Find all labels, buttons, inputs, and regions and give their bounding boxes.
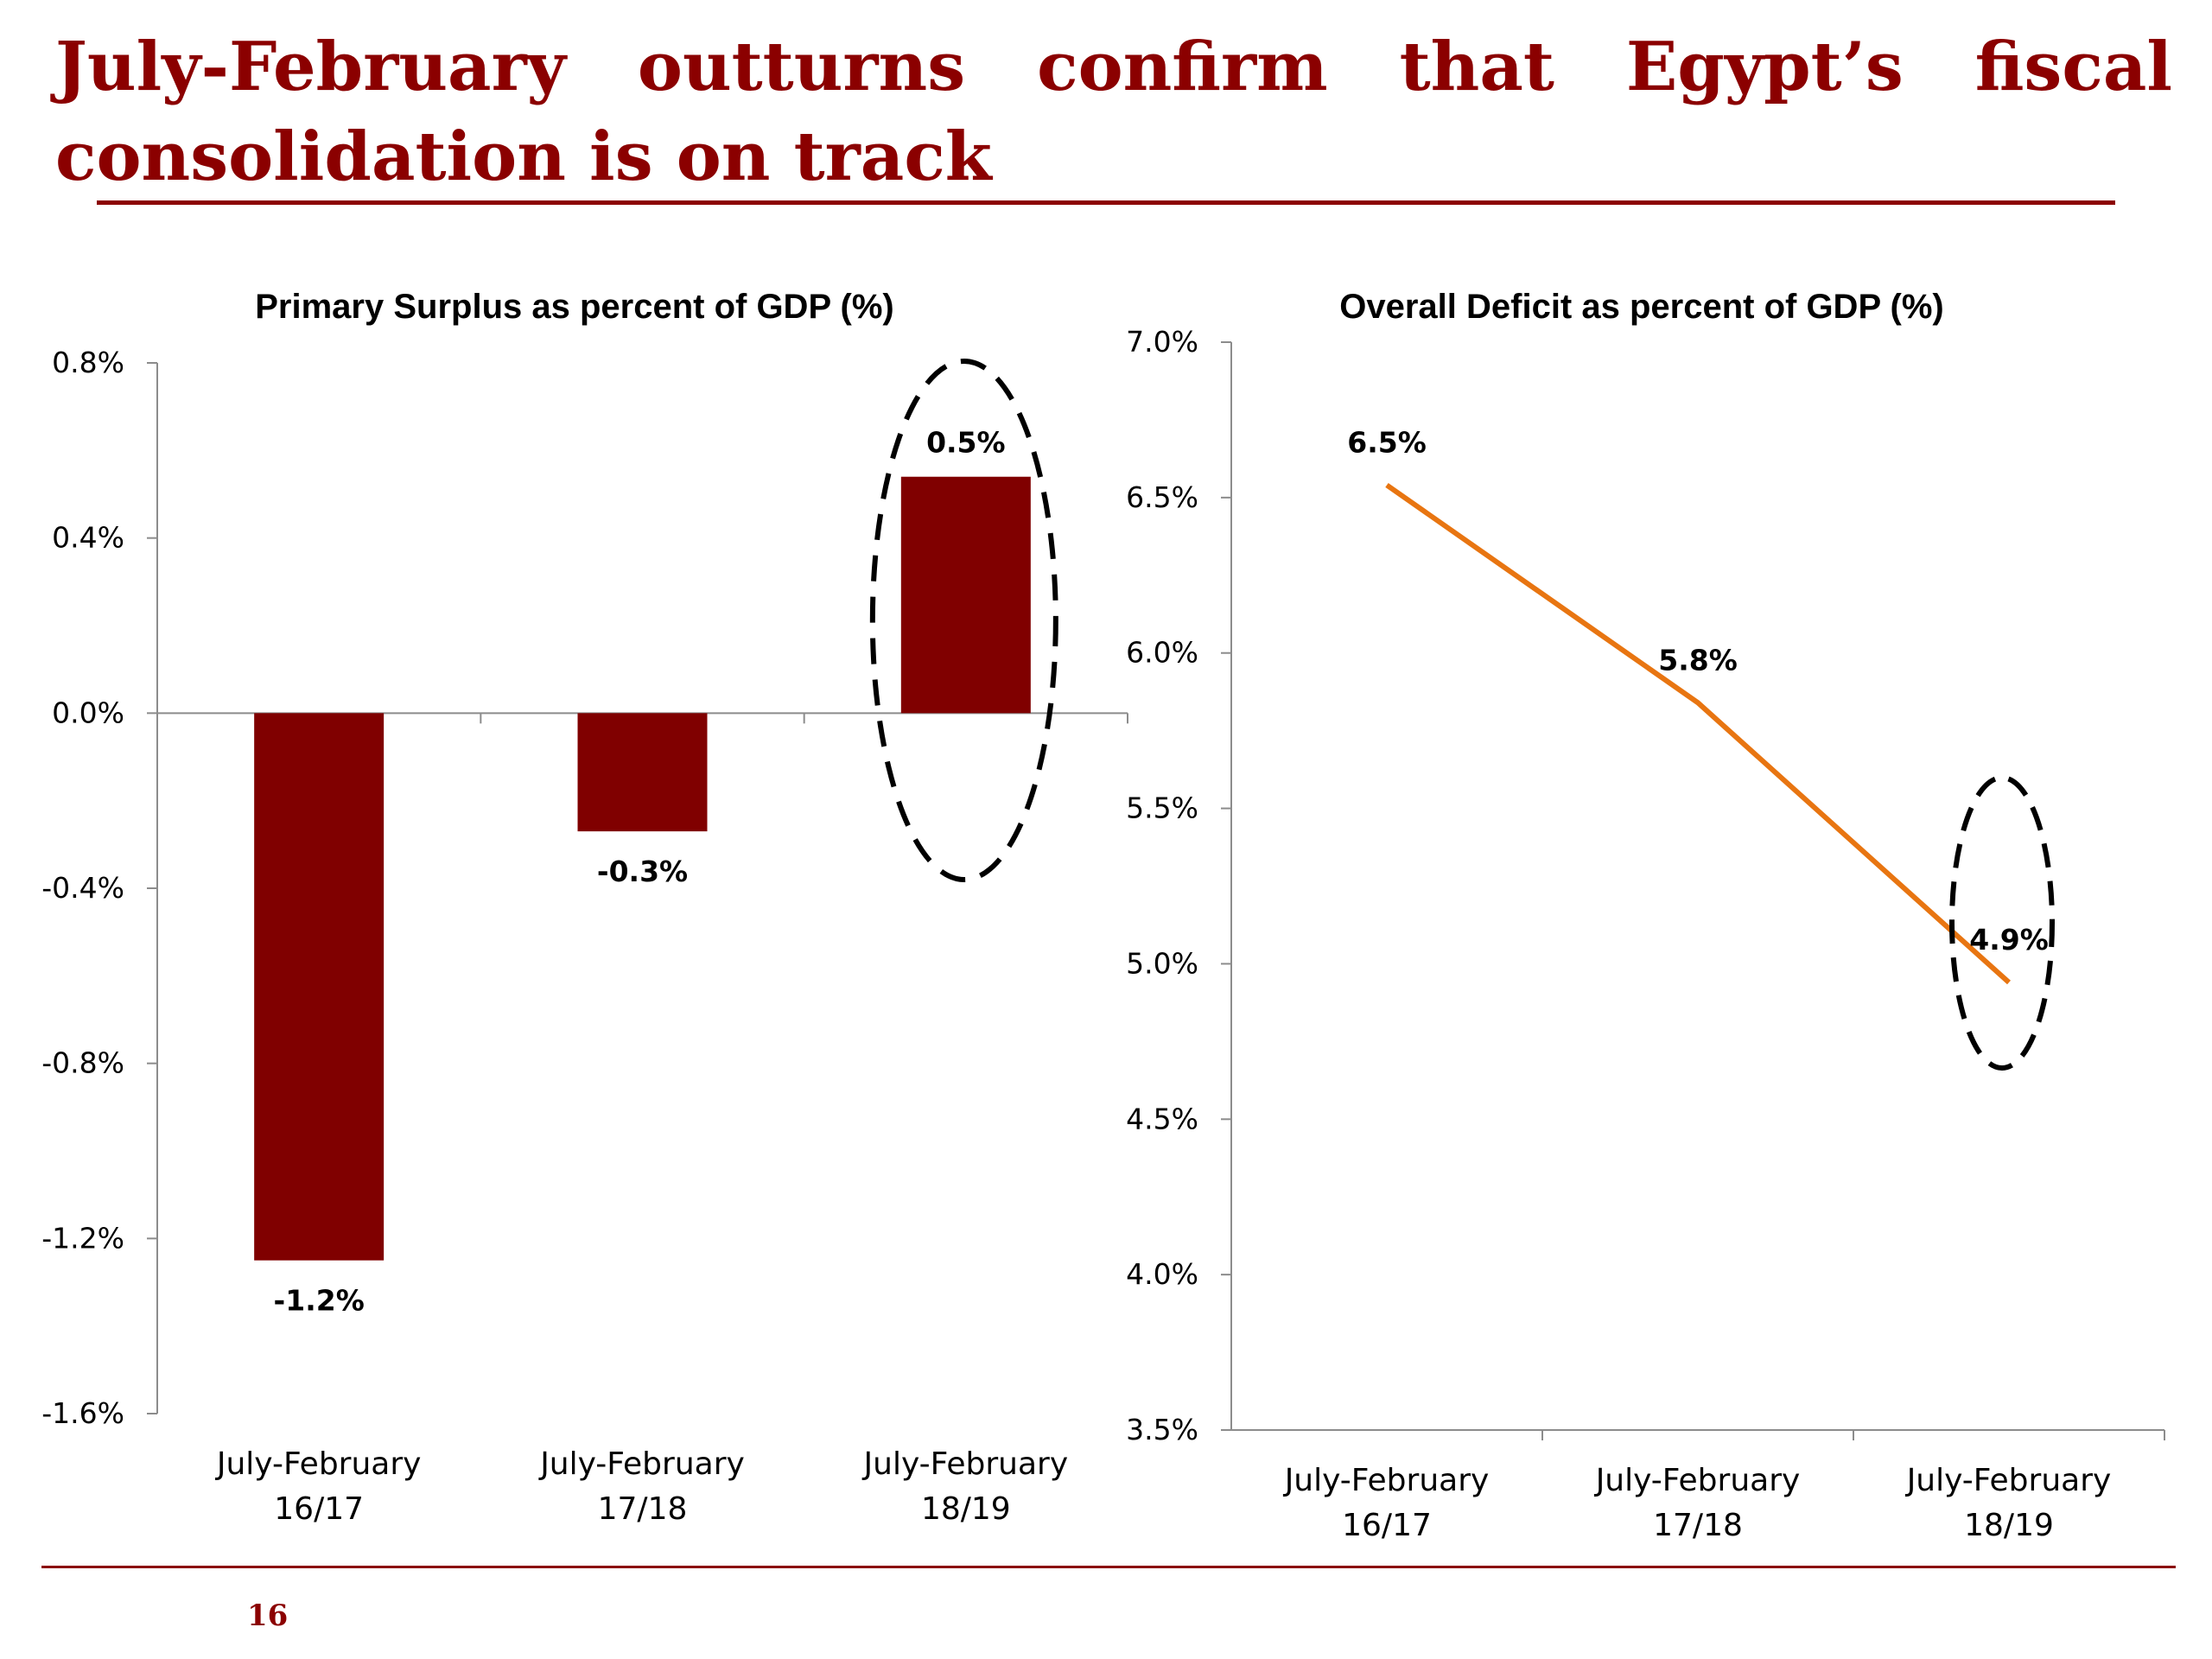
y-tick-label: 0.0% — [52, 696, 124, 729]
category-label: 18/19 — [921, 1491, 1011, 1527]
y-tick-label: 4.0% — [1126, 1257, 1198, 1291]
category-label: July-February — [1905, 1463, 2112, 1498]
title-underline — [97, 200, 2115, 205]
y-tick-label: 5.0% — [1126, 946, 1198, 980]
y-tick-label: -1.2% — [41, 1221, 124, 1255]
series-line — [1385, 483, 2012, 985]
category-label: 16/17 — [274, 1491, 364, 1527]
data-label: 4.9% — [1969, 923, 2049, 957]
y-tick-label: 3.5% — [1126, 1413, 1198, 1446]
y-tick-label: 4.5% — [1126, 1102, 1198, 1135]
y-tick-label: -0.8% — [41, 1046, 124, 1080]
data-label: 5.8% — [1658, 643, 1738, 677]
highlight-ellipse — [869, 359, 1058, 882]
y-tick-label: 6.5% — [1126, 480, 1198, 514]
category-label: 16/17 — [1342, 1508, 1432, 1543]
y-tick-label: -0.4% — [41, 871, 124, 905]
data-label: -0.3% — [597, 855, 688, 888]
data-label: 6.5% — [1347, 425, 1427, 459]
y-tick-label: 0.8% — [52, 346, 124, 379]
y-tick-label: 0.4% — [52, 521, 124, 555]
chart-title: Overall Deficit as percent of GDP (%) — [1339, 288, 1943, 326]
category-label: July-February — [862, 1446, 1069, 1482]
category-label: July-February — [1283, 1463, 1490, 1498]
y-tick-label: 5.5% — [1126, 791, 1198, 825]
bar — [900, 476, 1031, 714]
chart-title: Primary Surplus as percent of GDP (%) — [255, 288, 893, 326]
data-label: -1.2% — [274, 1284, 365, 1318]
category-label: 18/19 — [1964, 1508, 2054, 1543]
category-label: 17/18 — [1653, 1508, 1743, 1543]
bar — [577, 713, 708, 832]
category-label: July-February — [1594, 1463, 1801, 1498]
y-tick-label: -1.6% — [41, 1396, 124, 1430]
data-label: 0.5% — [926, 426, 1006, 460]
category-label: July-February — [538, 1446, 745, 1482]
y-tick-label: 7.0% — [1126, 325, 1198, 359]
highlight-ellipse — [1949, 775, 2055, 1071]
bar — [254, 713, 385, 1261]
category-label: 17/18 — [598, 1491, 688, 1527]
y-tick-label: 6.0% — [1126, 636, 1198, 670]
page-number: 16 — [247, 1599, 289, 1633]
category-label: July-February — [215, 1446, 422, 1482]
footer-rule — [41, 1566, 2176, 1568]
slide-title: July-February outturns confirm that Egyp… — [55, 28, 2172, 196]
